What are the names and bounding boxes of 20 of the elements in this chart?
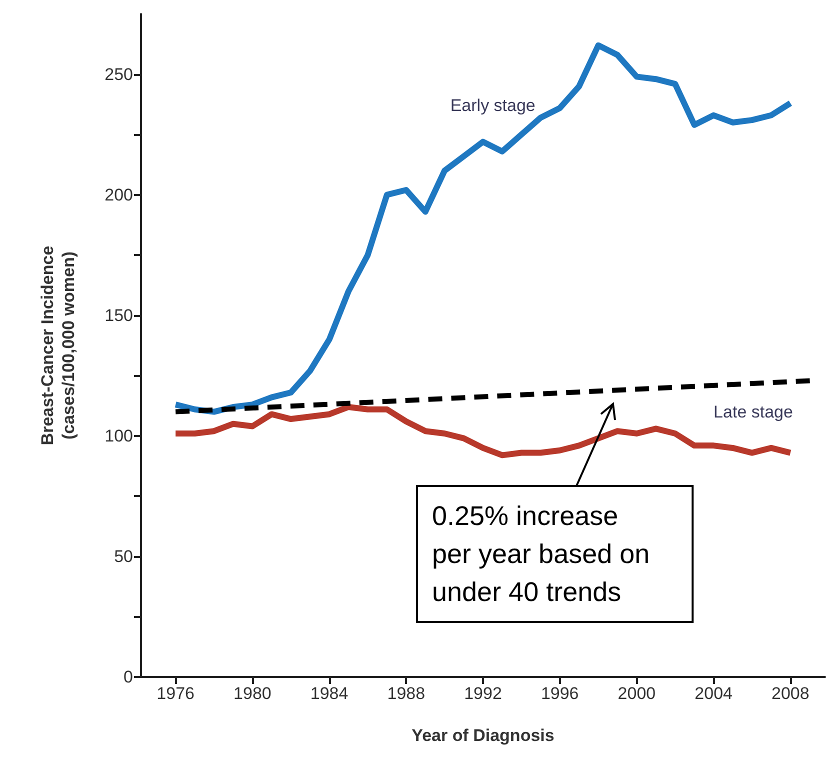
x-tick-label: 1984 [310, 684, 348, 703]
x-tick-label: 1976 [156, 684, 194, 703]
y-tick-label: 0 [124, 668, 133, 686]
y-tick-label: 100 [104, 426, 133, 446]
series-label: Early stage [450, 96, 536, 116]
series-label: Late stage [714, 402, 793, 422]
x-tick-label: 1996 [540, 684, 579, 703]
y-tick-label: 200 [104, 185, 133, 204]
x-tick-label: 1992 [464, 684, 502, 703]
y-tick-label: 50 [114, 546, 133, 566]
x-axis-title: Year of Diagnosis [412, 726, 554, 745]
x-tick-label: 2008 [772, 684, 810, 703]
y-axis-title: Breast-Cancer Incidence (cases/100,000 women) [38, 246, 78, 446]
x-tick-label: 2000 [618, 684, 656, 703]
x-tick-label: 1980 [234, 684, 272, 703]
x-tick-label: 2004 [694, 684, 732, 703]
y-tick-label: 250 [104, 64, 133, 84]
annotation: 0.25% increase per year based on under 40 trends [432, 501, 650, 607]
x-tick-label: 1988 [387, 684, 426, 703]
y-tick-label: 150 [104, 306, 133, 325]
